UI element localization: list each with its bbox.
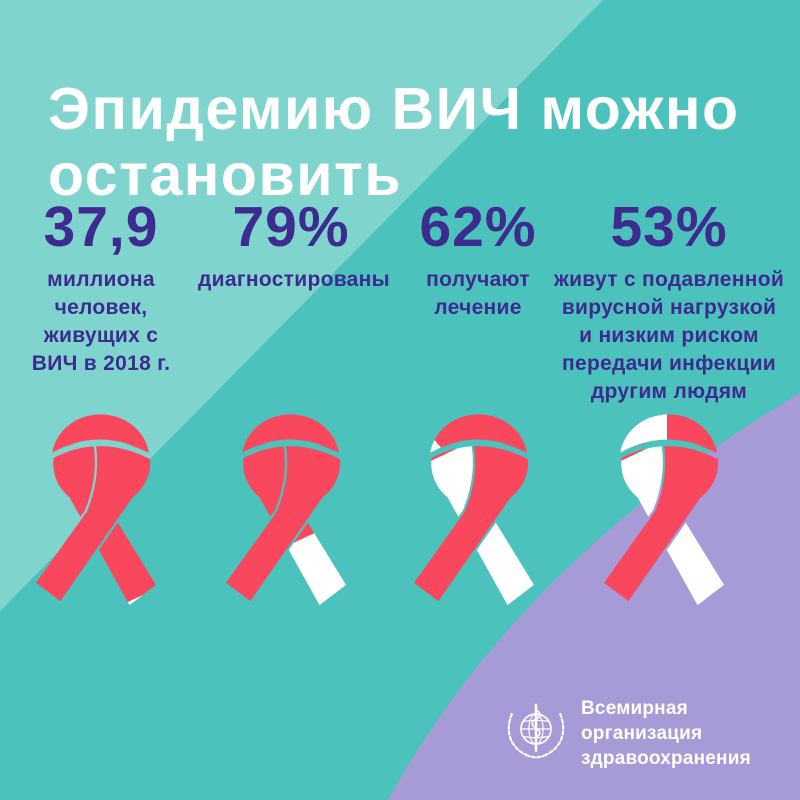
stat-label: получают лечение: [426, 268, 530, 319]
page-title: Эпидемию ВИЧ можно остановить: [48, 75, 740, 208]
who-logo: Всемирная организация здравоохранения: [501, 696, 800, 771]
who-org-name: Всемирная организация здравоохранения: [581, 698, 751, 769]
aids-ribbon-icon: [36, 412, 158, 614]
stat-on-treatment: 62% получают лечение: [386, 196, 570, 322]
stat-value: 53%: [610, 195, 728, 259]
aids-ribbon-icon: [226, 412, 348, 614]
aids-ribbon-icon: [604, 412, 726, 614]
background-light-triangle: [0, 0, 603, 611]
aids-ribbon-icon: [414, 412, 536, 614]
stat-label: диагностированы: [198, 268, 390, 291]
stat-label: миллиона человек, живущих с ВИЧ в 2018 г…: [31, 268, 171, 375]
stat-label: живут с подавленной вирусной нагрузкой и…: [553, 268, 785, 403]
stat-virally-suppressed: 53% живут с подавленной вирусной нагрузк…: [544, 196, 794, 406]
stat-value: 62%: [419, 195, 537, 259]
stat-people-living-with-hiv: 37,9 миллиона человек, живущих с ВИЧ в 2…: [10, 196, 192, 378]
who-emblem-icon: [507, 703, 565, 758]
stat-diagnosed: 79% диагностированы: [198, 195, 390, 294]
stat-value: 37,9: [43, 195, 159, 259]
stat-value: 79%: [232, 195, 350, 259]
